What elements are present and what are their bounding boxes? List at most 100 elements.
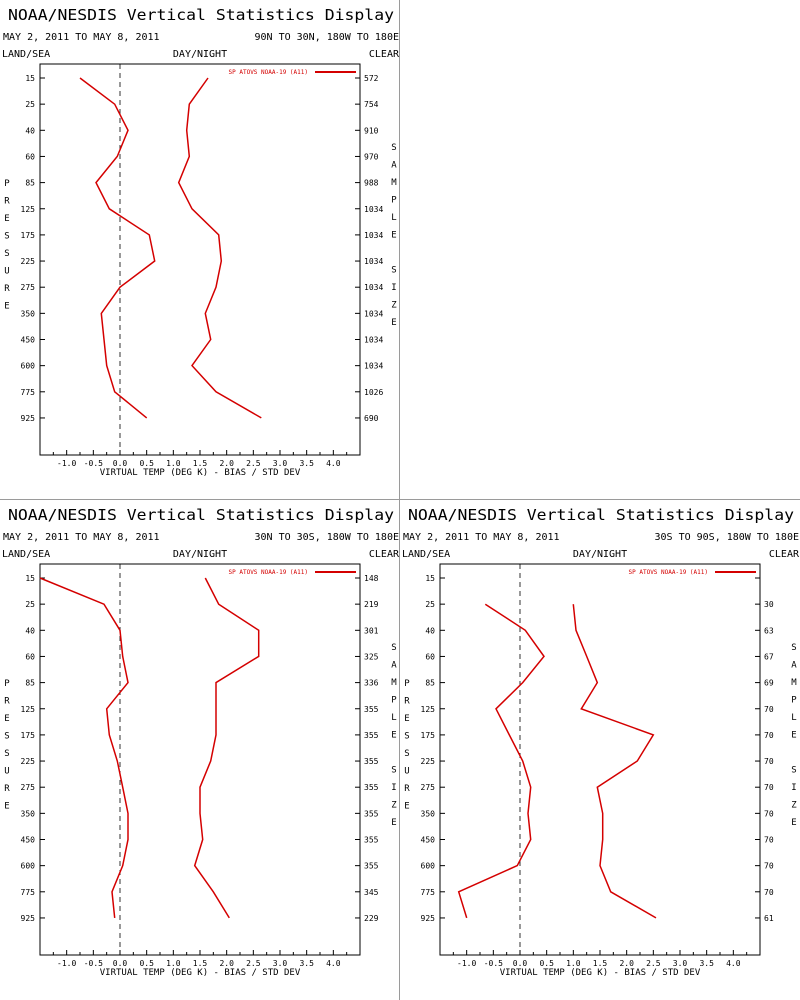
x-tick-label: 4.0	[326, 959, 341, 968]
pressure-tick-label: 85	[25, 179, 35, 188]
pressure-axis-letter: R	[4, 697, 10, 707]
sample-size-label: 325	[364, 652, 379, 661]
pressure-axis-letter: S	[4, 732, 9, 742]
pressure-tick-label: 775	[421, 888, 436, 897]
sample-size-axis-letter: M	[391, 678, 397, 688]
pressure-tick-label: 15	[425, 574, 435, 583]
x-tick-label: 1.5	[593, 959, 608, 968]
x-tick-label: -1.0	[57, 959, 76, 968]
sample-size-label: 355	[364, 757, 379, 766]
sample-size-label: 1034	[364, 336, 383, 345]
x-tick-label: 4.0	[726, 959, 741, 968]
sample-size-axis-letter: P	[391, 196, 397, 206]
pressure-axis-letter: E	[4, 714, 9, 724]
pressure-axis-letter: R	[4, 784, 10, 794]
sample-size-label: 355	[364, 731, 379, 740]
pressure-tick-label: 15	[25, 74, 35, 83]
sample-size-label: 229	[364, 914, 379, 923]
sample-size-axis-letter: E	[391, 818, 396, 828]
x-tick-label: 3.5	[299, 459, 314, 468]
sample-size-label: 988	[364, 179, 379, 188]
sample-size-axis-letter: Z	[791, 801, 797, 811]
pressure-tick-label: 925	[21, 914, 36, 923]
pressure-tick-label: 275	[21, 783, 36, 792]
sample-size-label: 355	[364, 783, 379, 792]
pressure-tick-label: 450	[421, 836, 436, 845]
x-tick-label: 3.5	[699, 959, 714, 968]
pressure-axis-letter: S	[404, 732, 409, 742]
x-axis-label: VIRTUAL TEMP (DEG K) - BIAS / STD DEV	[100, 468, 301, 478]
legend-label: SP ATOVS NOAA-19 (A11)	[229, 69, 308, 76]
sample-size-label: 67	[764, 652, 774, 661]
stats-panel-90n-30n: NOAA/NESDIS Vertical Statistics Display M…	[0, 0, 400, 500]
pressure-axis-letter: R	[4, 284, 10, 294]
day-night-label: DAY/NIGHT	[573, 549, 627, 560]
sample-size-axis-letter: S	[391, 143, 396, 153]
pressure-axis-letter: P	[404, 679, 410, 689]
pressure-tick-label: 60	[425, 652, 435, 661]
sample-size-axis-letter: Z	[391, 301, 397, 311]
x-tick-label: 1.5	[193, 459, 208, 468]
sample-size-label: 70	[764, 757, 774, 766]
pressure-axis-letter: S	[4, 249, 9, 259]
stats-panel-30s-90s: NOAA/NESDIS Vertical Statistics Display M…	[400, 500, 800, 1000]
sample-size-label: 970	[364, 152, 379, 161]
pressure-tick-label: 25	[25, 600, 35, 609]
pressure-tick-label: 40	[25, 626, 35, 635]
bias-line	[39, 577, 129, 918]
sample-size-label: 70	[764, 783, 774, 792]
x-tick-label: -1.0	[57, 459, 76, 468]
sample-size-label: 70	[764, 862, 774, 871]
region-label: 30S TO 90S, 180W TO 180E	[655, 532, 800, 543]
x-tick-label: 2.0	[219, 459, 234, 468]
sample-size-label: 355	[364, 705, 379, 714]
clear-label: CLEAR	[369, 549, 400, 560]
land-sea-label: LAND/SEA	[2, 549, 50, 560]
sample-size-axis-letter: A	[391, 161, 397, 171]
x-tick-label: 1.0	[166, 459, 181, 468]
pressure-axis-letter: U	[4, 767, 9, 777]
x-tick-label: 2.0	[619, 959, 634, 968]
sample-size-label: 355	[364, 809, 379, 818]
pressure-tick-label: 175	[21, 731, 36, 740]
x-tick-label: 3.5	[299, 959, 314, 968]
x-tick-label: 1.0	[566, 959, 581, 968]
sample-size-label: 70	[764, 809, 774, 818]
sample-size-label: 690	[364, 414, 379, 423]
sample-size-axis-letter: E	[391, 731, 396, 741]
sample-size-axis-letter: L	[391, 213, 396, 223]
date-range: MAY 2, 2011 TO MAY 8, 2011	[3, 32, 160, 43]
pressure-axis-letter: S	[4, 749, 9, 759]
plot-frame	[39, 63, 361, 456]
sample-size-label: 1034	[364, 205, 383, 214]
x-tick-label: -0.5	[484, 959, 503, 968]
sample-size-label: 754	[364, 100, 379, 109]
pressure-tick-label: 775	[21, 888, 36, 897]
clear-label: CLEAR	[769, 549, 800, 560]
sample-size-label: 61	[764, 914, 774, 923]
pressure-axis-letter: S	[4, 232, 9, 242]
plot-frame	[439, 563, 761, 956]
pressure-axis-letter: R	[404, 697, 410, 707]
x-tick-label: 1.5	[193, 959, 208, 968]
pressure-tick-label: 60	[25, 152, 35, 161]
sample-size-axis-letter: S	[791, 643, 796, 653]
sample-size-label: 219	[364, 600, 379, 609]
pressure-tick-label: 25	[425, 600, 435, 609]
pressure-tick-label: 225	[21, 257, 36, 266]
x-tick-label: 2.5	[646, 959, 661, 968]
std-dev-line	[177, 77, 262, 419]
sample-size-label: 1034	[364, 257, 383, 266]
pressure-tick-label: 225	[21, 757, 36, 766]
x-axis-label: VIRTUAL TEMP (DEG K) - BIAS / STD DEV	[500, 968, 701, 978]
pressure-axis-letter: U	[4, 267, 9, 277]
sample-size-axis-letter: Z	[391, 801, 397, 811]
sample-size-label: 69	[764, 679, 774, 688]
sample-size-label: 345	[364, 888, 379, 897]
chart-title: NOAA/NESDIS Vertical Statistics Display	[8, 506, 394, 524]
std-dev-line	[193, 577, 260, 919]
stats-panel-30n-30s: NOAA/NESDIS Vertical Statistics Display M…	[0, 500, 400, 1000]
